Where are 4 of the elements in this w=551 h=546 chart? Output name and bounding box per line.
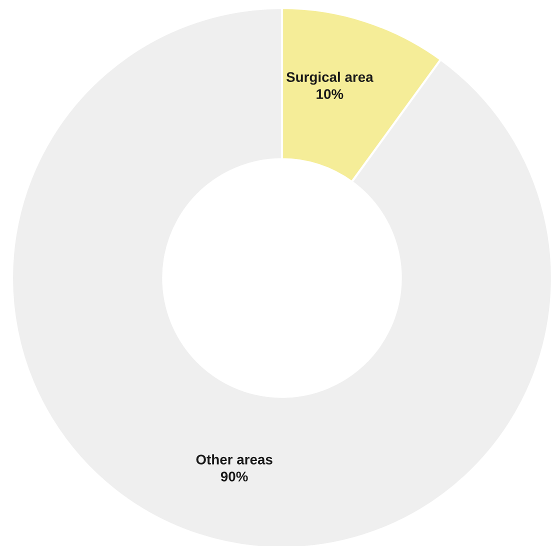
data-label: 10% (316, 89, 344, 99)
slice-label: Surgical area (286, 72, 374, 85)
data-label: 90% (220, 472, 248, 482)
slice-label: Other areas (196, 454, 272, 464)
